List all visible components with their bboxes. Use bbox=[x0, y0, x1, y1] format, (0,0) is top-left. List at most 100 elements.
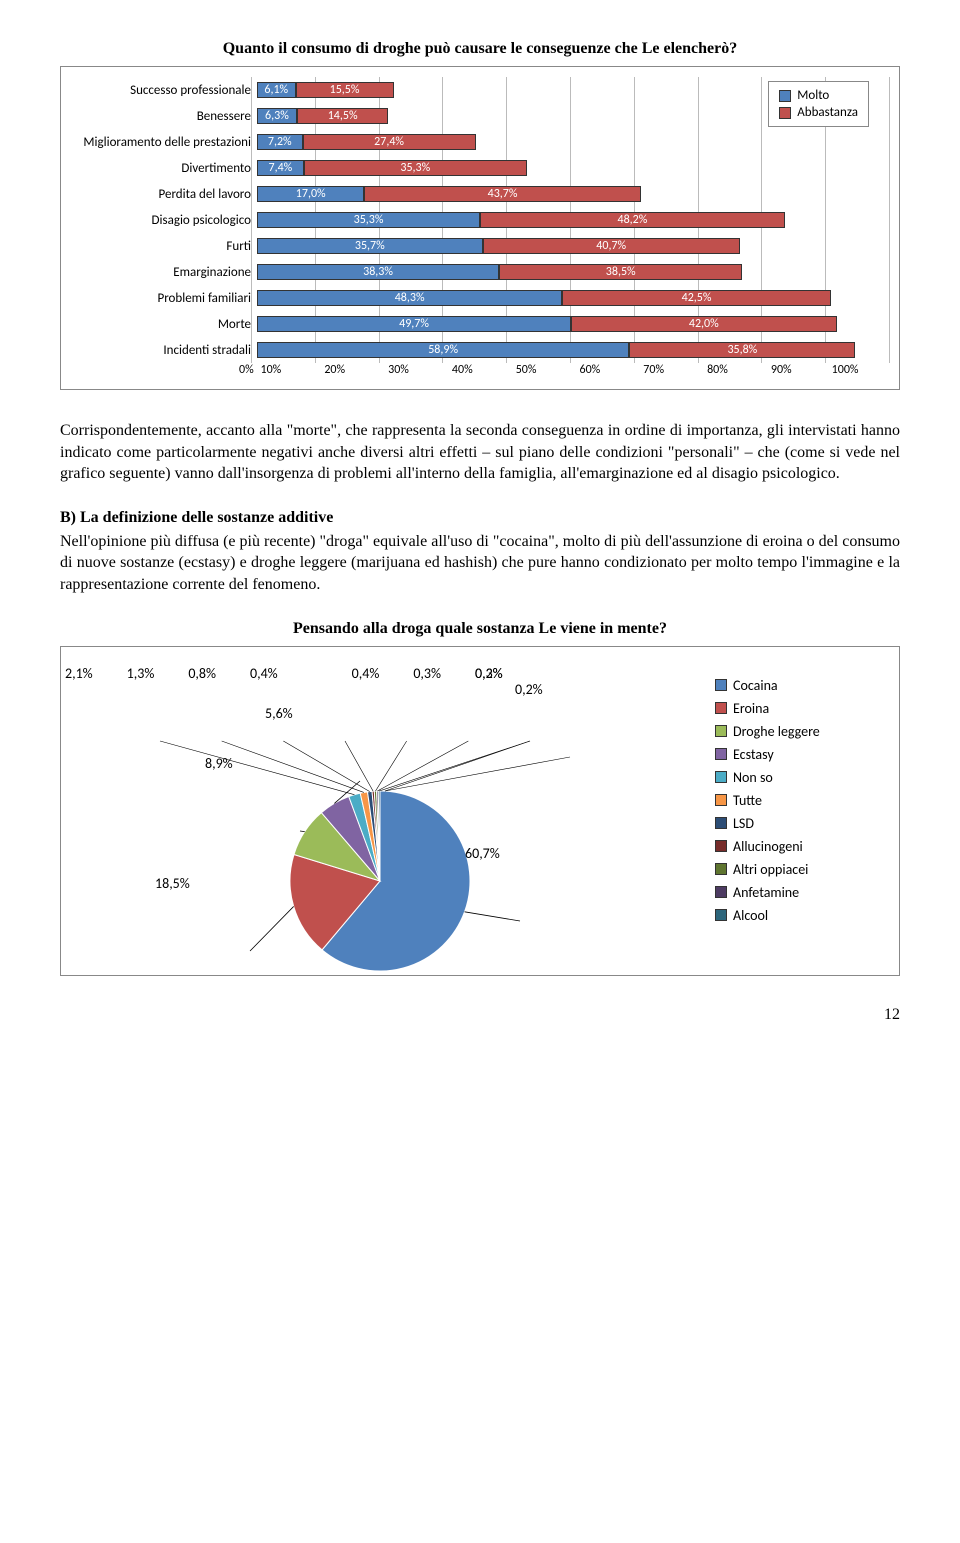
pie-slice-label: 5,6% bbox=[265, 705, 293, 722]
legend-swatch bbox=[715, 748, 727, 760]
legend-label: Ecstasy bbox=[733, 746, 774, 763]
legend-swatch bbox=[715, 840, 727, 852]
legend-item-molto: Molto bbox=[779, 88, 858, 103]
section-b-heading: B) La definizione delle sostanze additiv… bbox=[60, 509, 900, 527]
pie-slice-label: 0,4% bbox=[352, 665, 380, 682]
legend-item: Ecstasy bbox=[715, 746, 885, 763]
bar-seg-molto: 58,9% bbox=[257, 342, 629, 358]
legend-item: Non so bbox=[715, 769, 885, 786]
chart1-xaxis: 0%10%20%30%40%50%60%70%80%90%100% bbox=[251, 363, 889, 383]
legend-label: Cocaina bbox=[733, 677, 778, 694]
bar-seg-abbastanza: 14,5% bbox=[297, 108, 389, 124]
bar-seg-abbastanza: 35,8% bbox=[629, 342, 855, 358]
chart1-category-label: Successo professionale bbox=[71, 83, 257, 98]
chart2: 60,7% 18,5% 8,9% 5,6% 2,1% 1,3% 0,8% 0,4% 0,4% 0,… bbox=[60, 646, 900, 976]
legend-item-abbastanza: Abbastanza bbox=[779, 105, 858, 120]
legend-swatch bbox=[715, 886, 727, 898]
bar-seg-abbastanza: 15,5% bbox=[296, 82, 394, 98]
legend-label: Tutte bbox=[733, 792, 762, 809]
chart1-row: Successo professionale6,1%15,5% bbox=[71, 77, 889, 103]
chart1-category-label: Benessere bbox=[71, 109, 257, 124]
pie-slice-label: 0,4% bbox=[250, 665, 278, 682]
legend-item: Tutte bbox=[715, 792, 885, 809]
chart1-row: Furti35,7%40,7% bbox=[71, 233, 889, 259]
legend-item: Altri oppiacei bbox=[715, 861, 885, 878]
xaxis-tick: 50% bbox=[494, 363, 558, 377]
bar-seg-abbastanza: 43,7% bbox=[364, 186, 640, 202]
pie-slice-label: 0,3% bbox=[413, 665, 441, 682]
legend-item: Alcool bbox=[715, 907, 885, 924]
legend-swatch bbox=[715, 702, 727, 714]
bar-seg-molto: 35,7% bbox=[257, 238, 483, 254]
legend-label: Alcool bbox=[733, 907, 768, 924]
pie-area: 60,7%18,5%8,9%5,6%2,1%1,3%0,8%0,4%0,4%0,… bbox=[75, 661, 685, 961]
pie-slice-label: 18,5% bbox=[155, 875, 190, 892]
legend-label: Molto bbox=[797, 88, 829, 103]
bar-seg-abbastanza: 40,7% bbox=[483, 238, 740, 254]
xaxis-tick: 90% bbox=[749, 363, 813, 377]
chart1-row: Benessere6,3%14,5% bbox=[71, 103, 889, 129]
bar-seg-abbastanza: 42,0% bbox=[571, 316, 836, 332]
bar-seg-abbastanza: 38,5% bbox=[499, 264, 742, 280]
chart1-category-label: Furti bbox=[71, 239, 257, 254]
bar-seg-abbastanza: 48,2% bbox=[480, 212, 785, 228]
bar-seg-molto: 48,3% bbox=[257, 290, 562, 306]
xaxis-tick: 60% bbox=[558, 363, 622, 377]
chart1-category-label: Incidenti stradali bbox=[71, 343, 257, 358]
bar-seg-molto: 7,4% bbox=[257, 160, 304, 176]
chart1-category-label: Problemi familiari bbox=[71, 291, 257, 306]
legend-label: Abbastanza bbox=[797, 105, 858, 120]
chart1-title: Quanto il consumo di droghe può causare … bbox=[60, 40, 900, 58]
chart1-row: Emarginazione38,3%38,5% bbox=[71, 259, 889, 285]
chart1-row: Perdita del lavoro17,0%43,7% bbox=[71, 181, 889, 207]
chart1: Molto Abbastanza Successo professionale6… bbox=[60, 66, 900, 390]
xaxis-tick: 30% bbox=[367, 363, 431, 377]
legend-label: Allucinogeni bbox=[733, 838, 803, 855]
paragraph-1: Corrispondentemente, accanto alla "morte… bbox=[60, 420, 900, 485]
xaxis-tick: 70% bbox=[622, 363, 686, 377]
xaxis-tick: 20% bbox=[303, 363, 367, 377]
pie-slice-label: 60,7% bbox=[465, 845, 500, 862]
legend-swatch bbox=[779, 107, 791, 119]
legend-item: Anfetamine bbox=[715, 884, 885, 901]
legend-item: Eroina bbox=[715, 700, 885, 717]
paragraph-2: Nell'opinione più diffusa (e più recente… bbox=[60, 531, 900, 596]
bar-seg-abbastanza: 35,3% bbox=[304, 160, 527, 176]
xaxis-tick: 100% bbox=[813, 363, 877, 377]
legend-label: Anfetamine bbox=[733, 884, 799, 901]
chart1-row: Miglioramento delle prestazioni7,2%27,4% bbox=[71, 129, 889, 155]
bar-seg-molto: 49,7% bbox=[257, 316, 571, 332]
pie-slice-label: 2,1% bbox=[65, 665, 93, 682]
legend-swatch bbox=[715, 794, 727, 806]
legend-swatch bbox=[715, 909, 727, 921]
legend-swatch bbox=[715, 863, 727, 875]
legend-swatch bbox=[715, 725, 727, 737]
bar-seg-molto: 6,3% bbox=[257, 108, 297, 124]
legend-swatch bbox=[715, 817, 727, 829]
pie-slice-label: 0,2% bbox=[475, 665, 503, 682]
chart1-category-label: Divertimento bbox=[71, 161, 257, 176]
legend-item: LSD bbox=[715, 815, 885, 832]
bar-seg-molto: 17,0% bbox=[257, 186, 364, 202]
chart1-category-label: Morte bbox=[71, 317, 257, 332]
bar-seg-abbastanza: 27,4% bbox=[303, 134, 476, 150]
chart1-category-label: Disagio psicologico bbox=[71, 213, 257, 228]
pie-slice-label: 0,2% bbox=[515, 681, 543, 698]
chart1-plot: Successo professionale6,1%15,5%Benessere… bbox=[71, 77, 889, 383]
pie-slice-label: 8,9% bbox=[205, 755, 233, 772]
legend-swatch bbox=[715, 771, 727, 783]
legend-item: Allucinogeni bbox=[715, 838, 885, 855]
xaxis-tick: 40% bbox=[430, 363, 494, 377]
bar-seg-abbastanza: 42,5% bbox=[562, 290, 831, 306]
pie-slice-label: 1,3% bbox=[127, 665, 155, 682]
legend-swatch bbox=[779, 90, 791, 102]
xaxis-tick: 80% bbox=[686, 363, 750, 377]
chart1-category-label: Perdita del lavoro bbox=[71, 187, 257, 202]
legend-swatch bbox=[715, 679, 727, 691]
chart1-row: Morte49,7%42,0% bbox=[71, 311, 889, 337]
chart1-row: Disagio psicologico35,3%48,2% bbox=[71, 207, 889, 233]
chart1-row: Problemi familiari48,3%42,5% bbox=[71, 285, 889, 311]
legend-item: Droghe leggere bbox=[715, 723, 885, 740]
pie-slice-label: 0,8% bbox=[188, 665, 216, 682]
chart2-title: Pensando alla droga quale sostanza Le vi… bbox=[60, 620, 900, 638]
